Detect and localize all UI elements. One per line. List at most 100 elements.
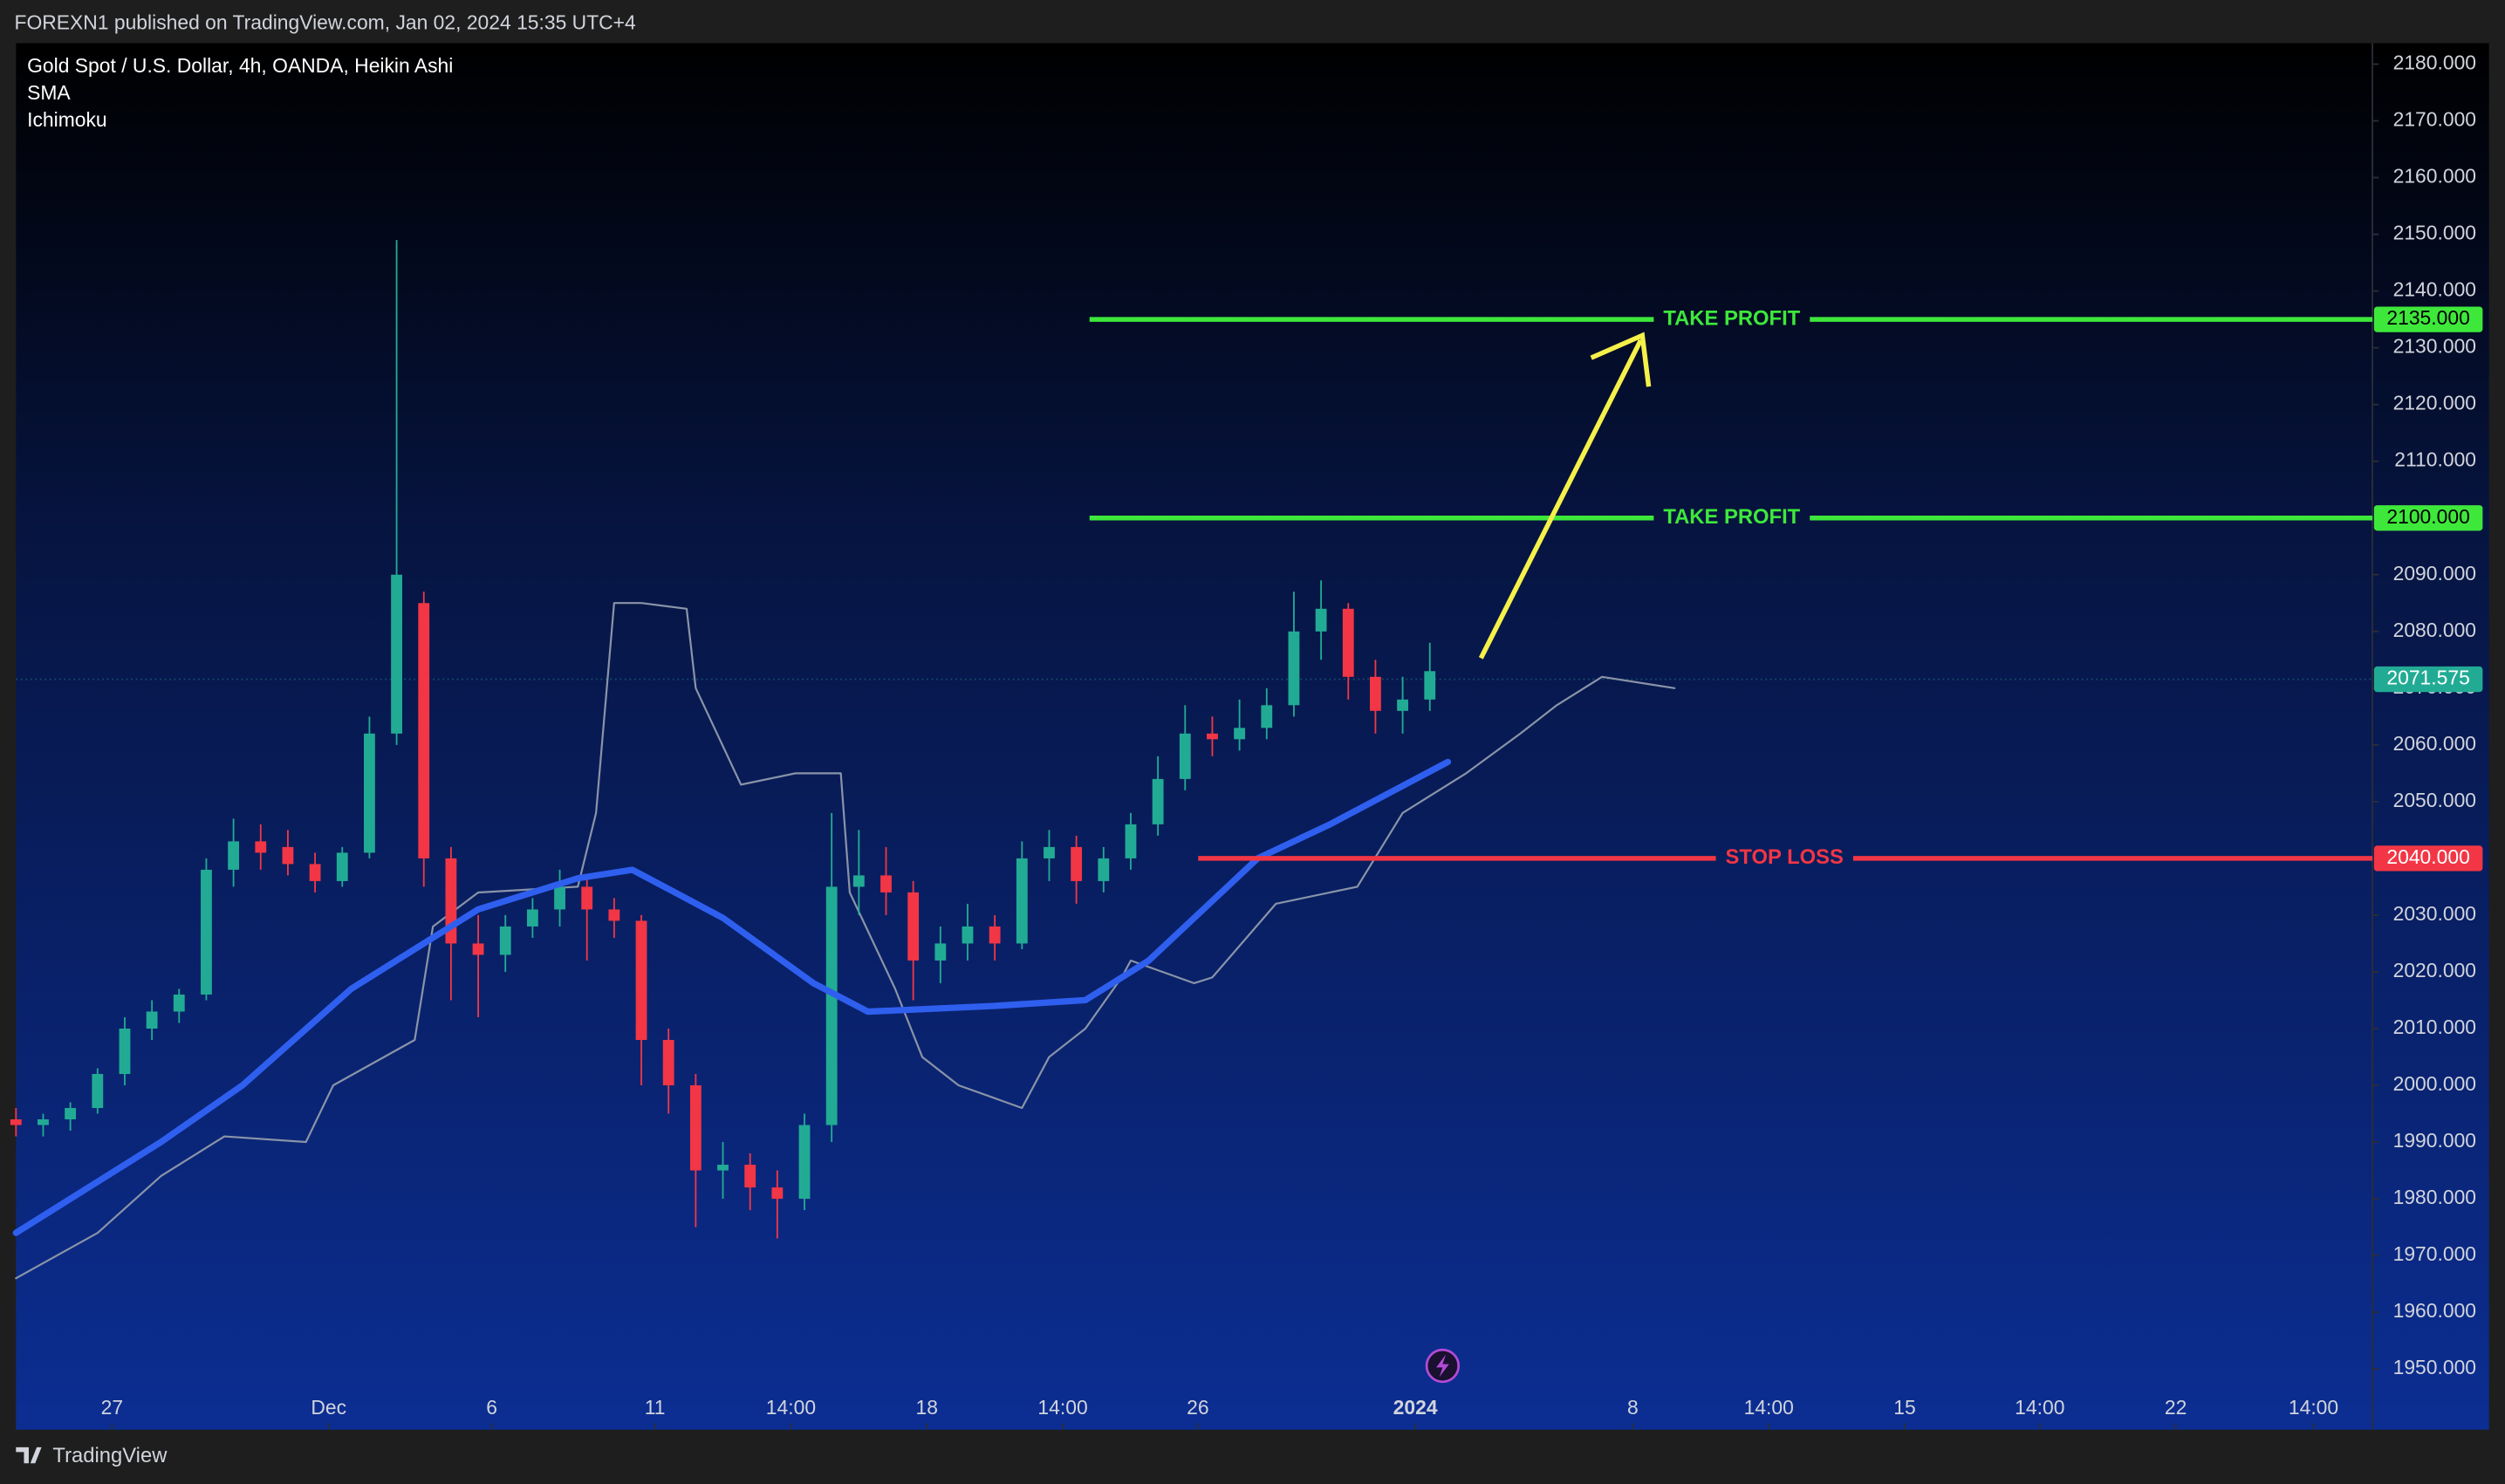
candle-body	[499, 926, 511, 955]
candle-body	[989, 926, 1001, 944]
last-price-label: 2071.575	[2386, 667, 2469, 689]
candle-body	[1315, 608, 1327, 632]
candle-body	[880, 875, 892, 892]
level-label: TAKE PROFIT	[1663, 505, 1800, 529]
candle-body	[472, 943, 484, 955]
level-tag	[2373, 505, 2483, 531]
candle-body	[1370, 676, 1381, 711]
candle-body	[962, 926, 974, 944]
candle-body	[1288, 631, 1300, 706]
candle-body	[65, 1108, 77, 1120]
level-label: STOP LOSS	[1726, 845, 1844, 869]
x-tick-label: 11	[645, 1396, 666, 1419]
x-tick-label: 8	[1627, 1396, 1639, 1419]
candle-body	[336, 852, 348, 881]
candle-body	[1071, 846, 1083, 881]
candle-body	[1179, 733, 1191, 779]
sma-line	[12, 758, 1452, 1236]
logo-mark	[16, 1446, 42, 1464]
replay-bolt	[1436, 1354, 1449, 1378]
y-tick-label: 2150.000	[2393, 222, 2476, 244]
candle-body	[1234, 728, 1246, 740]
candle-body	[146, 1011, 158, 1029]
y-tick-label: 1980.000	[2393, 1186, 2476, 1208]
candle-body	[907, 892, 920, 961]
y-tick-label: 2010.000	[2393, 1016, 2476, 1038]
candle-body	[418, 603, 430, 858]
x-tick-label: 27	[101, 1396, 123, 1419]
candle-body	[1207, 733, 1218, 740]
arrow-shaft	[1478, 339, 1643, 660]
candle-body	[201, 869, 212, 995]
level-tag	[2373, 845, 2483, 872]
candle-body	[391, 574, 402, 734]
level-tag-label: 2040.000	[2386, 845, 2469, 868]
arrow	[1478, 332, 1652, 660]
candle-body	[554, 886, 565, 910]
candle-body	[255, 841, 267, 853]
y-tick-label: 2030.000	[2393, 902, 2476, 925]
logo[interactable]: TradingView	[16, 1444, 168, 1467]
candle-body	[1152, 778, 1164, 824]
candle-body	[228, 841, 240, 870]
x-tick-label: 18	[916, 1396, 938, 1419]
level-tag	[2373, 306, 2483, 332]
footer: TradingView	[52, 1444, 168, 1467]
y-tick-label: 1990.000	[2393, 1129, 2476, 1152]
candle-body	[1342, 608, 1354, 677]
candle-body	[744, 1165, 756, 1188]
x-tick-label: 15	[1893, 1396, 1915, 1419]
candle-body	[1424, 671, 1436, 700]
y-tick-label: 2130.000	[2393, 335, 2476, 358]
y-tick-label: 2140.000	[2393, 278, 2476, 301]
candle-body	[798, 1125, 811, 1200]
replay-icon[interactable]	[1425, 1348, 1461, 1384]
last-price-tag	[2373, 666, 2483, 693]
y-tick-label: 2060.000	[2393, 732, 2476, 755]
y-tick-label: 2160.000	[2393, 165, 2476, 188]
candle-body	[635, 920, 647, 1040]
y-tick-label: 2090.000	[2393, 562, 2476, 585]
candle-body	[1098, 858, 1110, 881]
x-tick-label: Dec	[311, 1396, 346, 1419]
level-tag-label: 2100.000	[2386, 505, 2469, 528]
candle-body	[10, 1119, 22, 1125]
y-tick-label: 1970.000	[2393, 1242, 2476, 1265]
y-tick-label: 1960.000	[2393, 1299, 2476, 1322]
legend-indicator: Ichimoku	[27, 108, 107, 131]
level-label: TAKE PROFIT	[1663, 306, 1800, 330]
plot-bg	[16, 43, 2489, 1430]
candle-body	[38, 1119, 49, 1125]
y-tick-label: 1950.000	[2393, 1356, 2476, 1378]
x-tick-label: 14:00	[2289, 1396, 2338, 1419]
candle-body	[92, 1074, 104, 1109]
y-tick-label: 2110.000	[2394, 448, 2476, 471]
y-tick-label: 2120.000	[2393, 392, 2476, 414]
x-tick-label: 14:00	[766, 1396, 816, 1419]
ichimoku-line	[15, 602, 1676, 1280]
candle-body	[608, 909, 620, 921]
candle-body	[526, 909, 538, 927]
x-tick-label: 6	[486, 1396, 497, 1419]
legend-title: Gold Spot / U.S. Dollar, 4h, OANDA, Heik…	[27, 54, 453, 77]
candle-body	[662, 1039, 674, 1086]
candle-body	[581, 886, 593, 910]
x-tick-label: 26	[1187, 1396, 1208, 1419]
y-tick-label: 2050.000	[2393, 789, 2476, 811]
candle-body	[717, 1165, 729, 1171]
header: FOREXN1 published on TradingView.com, Ja…	[14, 11, 636, 34]
candle-body	[282, 846, 294, 865]
candle-body	[1125, 824, 1137, 858]
candle-body	[852, 875, 865, 887]
candle-body	[364, 733, 375, 853]
level-tag-label: 2135.000	[2386, 306, 2469, 329]
x-tick-label: 14:00	[2015, 1396, 2064, 1419]
y-tick-label: 2170.000	[2393, 108, 2476, 131]
candle-body	[1397, 699, 1408, 711]
x-tick-label: 22	[2165, 1396, 2187, 1419]
arrow-head	[1590, 332, 1652, 387]
x-tick-label: 2024	[1393, 1396, 1438, 1419]
candle-body	[689, 1085, 702, 1171]
y-tick-label: 2080.000	[2393, 619, 2476, 641]
candle-body	[1261, 705, 1273, 728]
